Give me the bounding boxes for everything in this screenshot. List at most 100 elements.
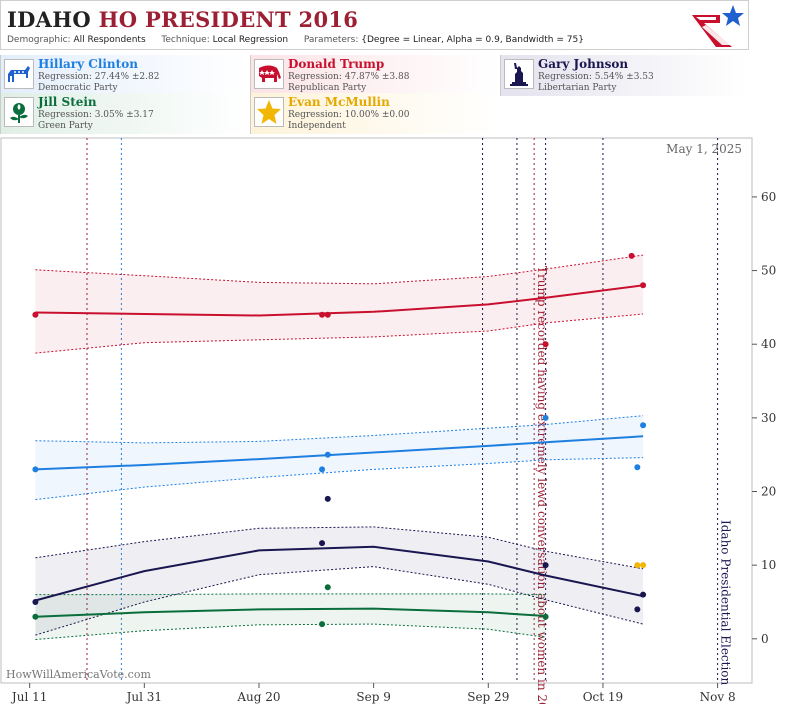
event-label-7: Idaho Presidential Election (719, 520, 733, 686)
event-label-4: Trump recorded having extremely lewd con… (535, 266, 549, 704)
candidate-name: Jill Stein (38, 95, 97, 109)
candidate-regression: Regression: 47.87% ±3.88 (288, 72, 410, 82)
elephant-icon (254, 59, 284, 89)
parameters-value: {Degree = Linear, Alpha = 0.9, Bandwidth… (361, 35, 584, 45)
poll-point-3-0 (32, 613, 39, 620)
star-icon (254, 97, 284, 127)
candidate-card-stein: Jill Stein Regression: 3.05% ±3.17 Green… (0, 93, 248, 134)
band-upper-0 (35, 254, 644, 285)
page-title: IDAHO HO PRESIDENT 2016 (7, 7, 358, 32)
x-tick-label-4: Sep 29 (467, 690, 509, 704)
poll-point-2-0 (32, 598, 39, 605)
candidate-regression: Regression: 27.44% ±2.82 (38, 72, 160, 82)
regression-line-2 (35, 545, 644, 602)
y-tick-label-2: 20 (761, 485, 776, 499)
parameters-row: Demographic: All Respondents Technique: … (7, 35, 584, 45)
poll-point-2-1 (319, 540, 326, 547)
candidate-name: Donald Trump (288, 57, 385, 71)
poll-point-0-0 (32, 311, 39, 318)
band-fill-2 (35, 526, 644, 636)
band-fill-1 (35, 415, 644, 500)
demographic-label: Demographic: (7, 35, 71, 45)
candidate-regression: Regression: 5.54% ±3.53 (538, 72, 654, 82)
regression-line-3 (35, 607, 546, 618)
candidate-party: Independent (288, 121, 346, 131)
x-tick-label-1: Jul 31 (125, 690, 162, 704)
band-lower-3 (35, 623, 546, 640)
regression-lines (35, 284, 644, 618)
band-lower-2 (35, 566, 644, 636)
candidate-card-clinton: Hillary Clinton Regression: 27.44% ±2.82… (0, 55, 248, 96)
y-tick-label-5: 50 (761, 264, 776, 278)
plot-frame (0, 137, 753, 684)
poll-point-3-3 (542, 613, 549, 620)
header-panel: IDAHO HO PRESIDENT 2016 Demographic: All… (0, 0, 749, 50)
poll-point-0-1 (319, 311, 326, 318)
x-tick-label-3: Sep 9 (356, 690, 390, 704)
watermark: HowWillAmericaVote.com (6, 668, 151, 681)
flag-logo-icon (692, 5, 744, 47)
poll-point-0-3 (542, 341, 549, 348)
band-fill-3 (35, 593, 546, 640)
poll-point-2-3 (542, 562, 549, 569)
parameters-label: Parameters: (303, 35, 359, 45)
candidate-name: Gary Johnson (538, 57, 629, 71)
technique-label: Technique: (161, 35, 210, 45)
poll-point-1-3 (542, 414, 549, 421)
band-fill-0 (35, 255, 644, 354)
poll-point-0-5 (640, 282, 647, 289)
liberty-statue-icon (504, 59, 534, 89)
candidate-party: Democratic Party (38, 83, 118, 93)
poll-point-2-5 (640, 591, 647, 598)
poll-point-3-2 (324, 584, 331, 591)
candidate-party: Libertarian Party (538, 83, 617, 93)
candidate-name: Evan McMullin (288, 95, 390, 109)
date-stamp: May 1, 2025 (666, 142, 742, 156)
candidate-card-trump: Donald Trump Regression: 47.87% ±3.88 Re… (250, 55, 498, 96)
x-tick-label-6: Nov 8 (700, 690, 736, 704)
y-tick-label-3: 30 (761, 411, 776, 425)
donkey-icon (4, 59, 34, 89)
poll-point-4-1 (640, 562, 647, 569)
poll-point-0-2 (324, 311, 331, 318)
poll-point-1-1 (319, 466, 326, 473)
poll-point-2-2 (324, 495, 331, 502)
band-upper-2 (35, 526, 644, 570)
candidate-name: Hillary Clinton (38, 57, 138, 71)
demographic-value: All Respondents (73, 35, 146, 45)
poll-point-1-2 (324, 451, 331, 458)
poll-point-1-4 (634, 464, 641, 471)
poll-point-2-4 (634, 606, 641, 613)
y-tick-label-0: 0 (761, 632, 769, 646)
poll-point-3-1 (319, 621, 326, 628)
x-axis: Jul 11 Jul 31 Aug 20 Sep 9 Sep 29 Oct 19 Nov 8 (10, 683, 736, 704)
x-tick-label-2: Aug 20 (236, 690, 280, 704)
y-tick-label-6: 60 (761, 190, 776, 204)
confidence-bands (35, 254, 644, 640)
candidate-card-johnson: Gary Johnson Regression: 5.54% ±3.53 Lib… (500, 55, 748, 96)
candidate-party: Green Party (38, 121, 93, 131)
x-tick-label-0: Jul 11 (10, 690, 47, 704)
band-upper-3 (35, 593, 546, 596)
band-lower-1 (35, 457, 644, 501)
poll-point-1-0 (32, 466, 39, 473)
poll-point-0-4 (628, 252, 635, 259)
band-upper-1 (35, 415, 644, 444)
regression-line-0 (35, 284, 644, 317)
regression-line-1 (35, 435, 644, 471)
y-tick-label-4: 40 (761, 337, 776, 351)
event-lines: Trump recorded having extremely lewd con… (86, 138, 733, 704)
candidate-regression: Regression: 3.05% ±3.17 (38, 110, 154, 120)
y-axis: 0 10 20 30 40 50 60 (752, 190, 776, 646)
candidate-party: Republican Party (288, 83, 367, 93)
candidate-card-mcmullin: Evan McMullin Regression: 10.00% ±0.00 I… (250, 93, 498, 134)
rose-icon (4, 97, 34, 127)
candidate-regression: Regression: 10.00% ±0.00 (288, 110, 410, 120)
y-tick-label-1: 10 (761, 558, 776, 572)
technique-value: Local Regression (212, 35, 289, 45)
x-tick-label-5: Oct 19 (583, 690, 623, 704)
poll-points (32, 252, 647, 628)
poll-point-1-5 (640, 422, 647, 429)
title-state: IDAHO (7, 7, 91, 32)
poll-point-4-0 (634, 562, 641, 569)
